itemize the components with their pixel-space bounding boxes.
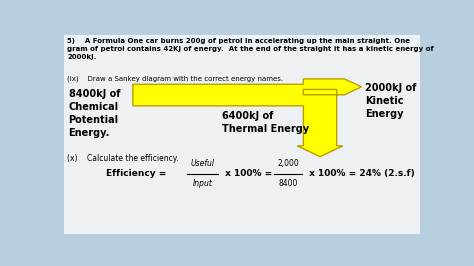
Text: Input: Input [193, 179, 212, 188]
Text: (x)    Calculate the efficiency.: (x) Calculate the efficiency. [67, 153, 179, 163]
Text: 5)    A Formula One car burns 200g of petrol in accelerating up the main straigh: 5) A Formula One car burns 200g of petro… [67, 38, 434, 60]
Text: 8400: 8400 [278, 179, 298, 188]
Text: x 100% =: x 100% = [222, 169, 275, 178]
Text: x 100% = 24% (2.s.f): x 100% = 24% (2.s.f) [306, 169, 414, 178]
Text: 2000kJ of
Kinetic
Energy: 2000kJ of Kinetic Energy [365, 83, 417, 119]
Text: 8400kJ of
Chemical
Potential
Energy.: 8400kJ of Chemical Potential Energy. [69, 89, 120, 139]
FancyBboxPatch shape [64, 35, 420, 234]
Text: 6400kJ of
Thermal Energy: 6400kJ of Thermal Energy [222, 111, 309, 134]
Polygon shape [133, 79, 362, 157]
Text: Efficiency =: Efficiency = [106, 169, 169, 178]
Text: 2,000: 2,000 [277, 159, 299, 168]
Text: (ix)    Draw a Sankey diagram with the correct energy names.: (ix) Draw a Sankey diagram with the corr… [67, 75, 283, 82]
Text: Useful: Useful [191, 159, 215, 168]
